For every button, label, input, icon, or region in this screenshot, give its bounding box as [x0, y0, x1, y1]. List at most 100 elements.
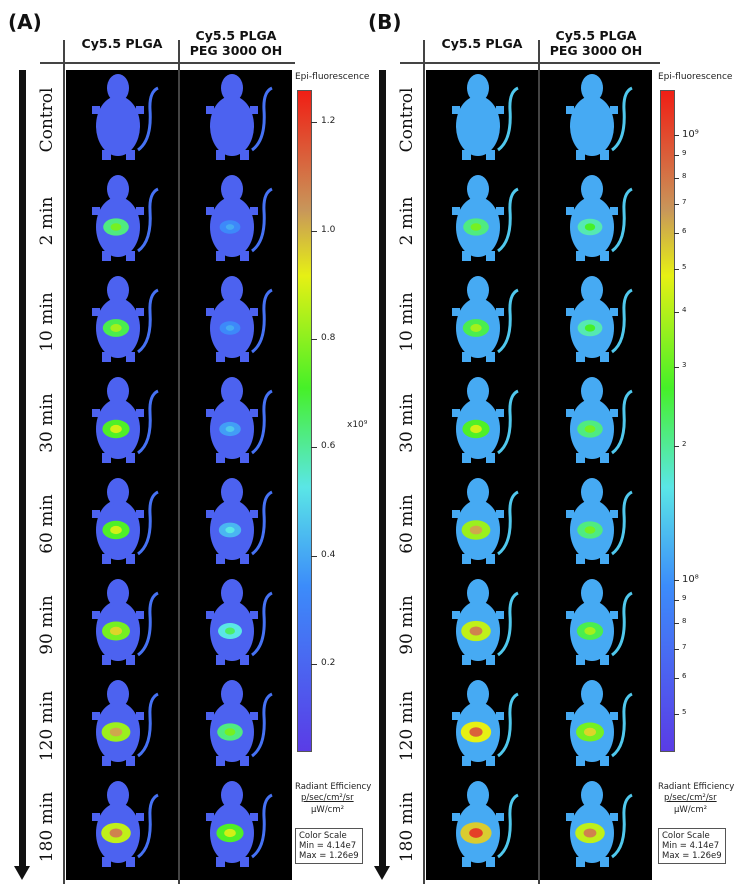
mouse-head [581, 478, 603, 506]
mouse-head [581, 276, 603, 304]
colorbar-tick-label: 0.2 [321, 658, 336, 669]
signal-core [225, 224, 235, 230]
mouse-image [566, 377, 633, 463]
mouse-tail [497, 86, 519, 152]
column-header: Cy5.5 PLGA PEG 3000 OH [189, 28, 283, 58]
mouse-image [566, 74, 633, 160]
signal-core [584, 425, 596, 433]
mouse-head [221, 175, 243, 203]
color-scale-line: Color Scale [662, 831, 710, 841]
colorbar-tick-label: 9 [682, 149, 687, 158]
signal-core [224, 728, 236, 736]
mouse-image [92, 276, 159, 362]
mouse-body [96, 96, 140, 156]
colorbar-tick [674, 678, 679, 680]
mouse-head [221, 478, 243, 506]
mouse-head [581, 680, 603, 708]
time-label: 10 min [397, 292, 417, 352]
colorbar-tick [674, 713, 679, 715]
mouse-image [92, 781, 159, 867]
mouse-body [456, 96, 500, 156]
mouse-head [107, 579, 129, 607]
colorbar-tick [674, 311, 679, 313]
mouse-image [452, 276, 519, 362]
colorbar-tick [311, 122, 317, 124]
mouse-image [452, 74, 519, 160]
time-label: 120 min [37, 690, 57, 762]
time-label: 180 min [37, 791, 57, 863]
mouse-image [566, 781, 633, 867]
mouse-head [467, 680, 489, 708]
panel-label: (A) [8, 10, 42, 34]
time-label: 2 min [37, 196, 57, 246]
time-label: Control [37, 87, 57, 153]
colorbar [297, 90, 312, 752]
time-arrow-shaft [379, 70, 386, 870]
unit-numerator: p/sec/cm²/sr [664, 793, 717, 803]
time-label: Control [397, 87, 417, 153]
mouse-image [452, 478, 519, 564]
mouse-head [221, 579, 243, 607]
mouse-head [467, 175, 489, 203]
colorbar-tick-label: 10⁹ [682, 128, 699, 140]
mouse-tail [137, 86, 159, 152]
mouse-tail [251, 288, 273, 354]
colorbar-tick-label: 3 [682, 361, 687, 370]
mouse-image [206, 377, 273, 463]
color-scale-line: Max = 1.26e9 [662, 851, 722, 861]
mouse-tail [251, 389, 273, 455]
colorbar-tick-label: 4 [682, 305, 687, 314]
signal-core [470, 223, 482, 231]
time-arrow-head [374, 866, 390, 880]
mouse-image [92, 478, 159, 564]
column-header: Cy5.5 PLGA [441, 36, 523, 51]
mouse-tail [497, 187, 519, 253]
colorbar-tick-label: 9 [682, 593, 687, 602]
column-header: Cy5.5 PLGA [81, 36, 163, 51]
unit-title: Radiant Efficiency [658, 782, 735, 792]
time-label: 60 min [397, 494, 417, 554]
mouse-image [206, 781, 273, 867]
mouse-image [452, 175, 519, 261]
colorbar-tick-label: 6 [682, 227, 687, 236]
column-divider [63, 40, 65, 884]
colorbar-tick-label: 8 [682, 616, 687, 625]
mouse-tail [251, 591, 273, 657]
signal-core [469, 727, 483, 737]
time-arrow-head [14, 866, 30, 880]
mouse-image [566, 680, 633, 766]
signal-core [584, 627, 596, 635]
column-header: Cy5.5 PLGA PEG 3000 OH [549, 28, 643, 58]
colorbar-multiplier: x10⁹ [347, 420, 368, 430]
mouse-tail [137, 591, 159, 657]
mouse-head [107, 377, 129, 405]
mouse-head [581, 579, 603, 607]
colorbar-tick-label: 7 [682, 197, 687, 206]
signal-core [470, 424, 482, 434]
colorbar-tick [674, 599, 679, 601]
mouse-head [221, 680, 243, 708]
mouse-tail [251, 187, 273, 253]
mouse-tail [611, 288, 633, 354]
mouse-image [566, 276, 633, 362]
mouse-tail [611, 793, 633, 859]
mouse-tail [137, 793, 159, 859]
colorbar-tick [674, 367, 679, 369]
colorbar-title: Epi-fluorescence [658, 72, 733, 82]
mouse-image [206, 276, 273, 362]
signal-core [224, 828, 236, 838]
mouse-body [570, 96, 614, 156]
column-divider [423, 40, 425, 884]
mouse-image [92, 74, 159, 160]
mouse-tail [611, 591, 633, 657]
colorbar-tick [311, 339, 317, 341]
colorbar-tick [674, 155, 679, 157]
mouse-tail [611, 490, 633, 556]
mouse-image [92, 175, 159, 261]
mouse-tail [137, 187, 159, 253]
signal-core [110, 223, 122, 231]
mouse-tail [251, 86, 273, 152]
mouse-image [206, 175, 273, 261]
mouse-head [581, 377, 603, 405]
mouse-head [221, 74, 243, 102]
